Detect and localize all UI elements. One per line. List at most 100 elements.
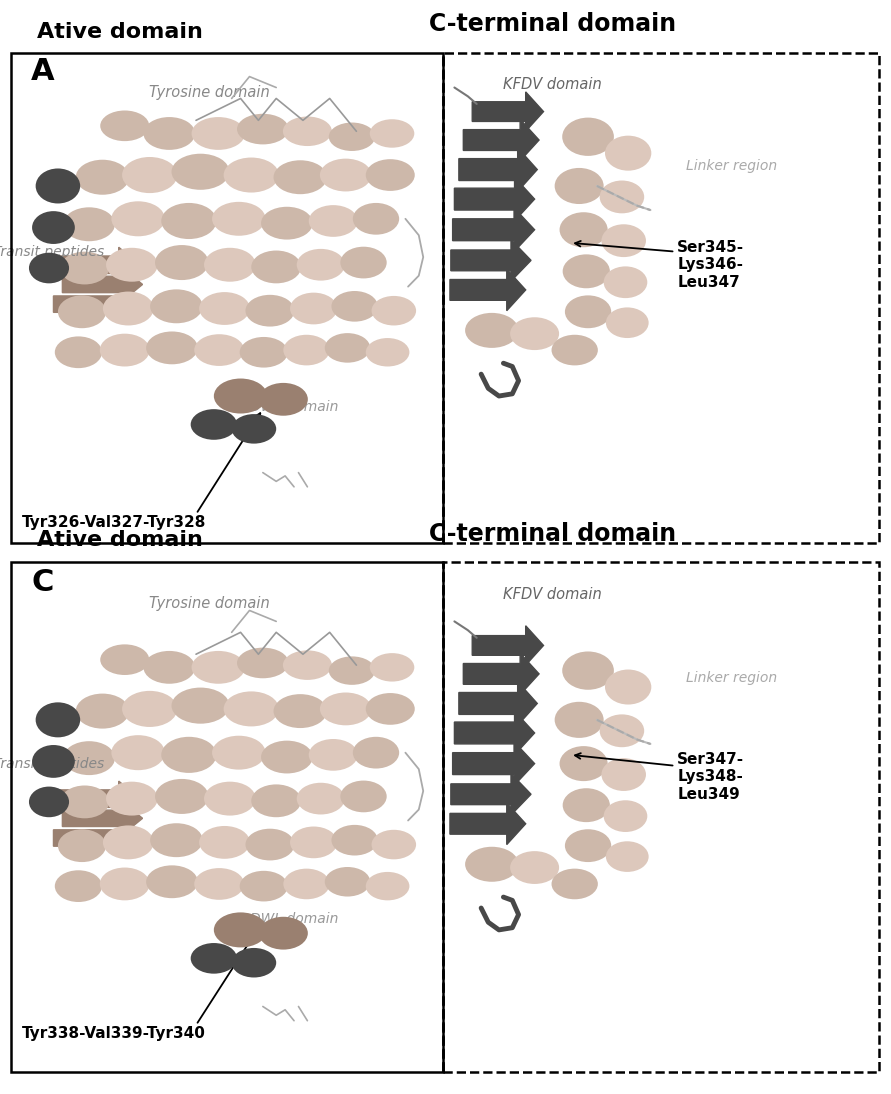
Ellipse shape <box>261 207 313 240</box>
Ellipse shape <box>111 735 165 770</box>
Ellipse shape <box>353 737 399 768</box>
Ellipse shape <box>366 338 410 366</box>
Ellipse shape <box>601 758 646 791</box>
FancyArrow shape <box>463 653 539 695</box>
Ellipse shape <box>259 917 308 950</box>
Ellipse shape <box>212 735 266 769</box>
Ellipse shape <box>331 825 378 856</box>
Text: Ative domain: Ative domain <box>37 531 203 550</box>
Ellipse shape <box>366 694 415 725</box>
Ellipse shape <box>101 110 150 141</box>
Ellipse shape <box>29 253 69 283</box>
FancyArrow shape <box>463 119 539 161</box>
Ellipse shape <box>554 702 604 738</box>
Ellipse shape <box>565 295 611 328</box>
Text: Ser347-
Lys348-
Leu349: Ser347- Lys348- Leu349 <box>677 752 744 802</box>
Ellipse shape <box>232 415 276 444</box>
Ellipse shape <box>155 779 208 814</box>
Ellipse shape <box>604 266 647 298</box>
Ellipse shape <box>562 118 614 155</box>
Text: Tyrosine domain: Tyrosine domain <box>149 596 270 612</box>
Ellipse shape <box>204 781 256 816</box>
Ellipse shape <box>143 651 195 684</box>
Ellipse shape <box>297 249 345 281</box>
Ellipse shape <box>240 337 288 368</box>
Ellipse shape <box>171 688 230 724</box>
Ellipse shape <box>29 787 69 817</box>
Ellipse shape <box>309 740 358 770</box>
Ellipse shape <box>560 746 608 781</box>
Ellipse shape <box>214 379 267 414</box>
Ellipse shape <box>191 409 237 440</box>
Ellipse shape <box>100 868 150 900</box>
Ellipse shape <box>161 202 217 240</box>
Ellipse shape <box>224 158 279 193</box>
Ellipse shape <box>372 296 416 326</box>
Ellipse shape <box>214 912 267 947</box>
Ellipse shape <box>200 826 249 859</box>
Ellipse shape <box>171 153 230 190</box>
Ellipse shape <box>246 829 294 860</box>
Ellipse shape <box>605 136 651 171</box>
Text: C: C <box>31 568 54 596</box>
Ellipse shape <box>605 670 651 705</box>
Text: Transit peptides: Transit peptides <box>0 757 104 770</box>
Ellipse shape <box>283 335 330 365</box>
Ellipse shape <box>61 785 109 818</box>
Ellipse shape <box>146 865 198 898</box>
FancyArrow shape <box>459 682 537 725</box>
Text: Ser345-
Lys346-
Leu347: Ser345- Lys346- Leu347 <box>677 240 744 290</box>
FancyArrow shape <box>55 781 140 816</box>
Text: DWL domain: DWL domain <box>249 912 339 926</box>
Ellipse shape <box>511 317 560 350</box>
Ellipse shape <box>325 866 371 896</box>
FancyArrow shape <box>454 711 535 755</box>
Ellipse shape <box>606 841 649 872</box>
Ellipse shape <box>366 872 410 900</box>
Bar <box>443 53 879 543</box>
FancyArrow shape <box>450 803 526 845</box>
Text: C-terminal domain: C-terminal domain <box>429 522 676 546</box>
Ellipse shape <box>309 205 358 237</box>
Ellipse shape <box>122 158 177 194</box>
Ellipse shape <box>606 307 649 338</box>
Ellipse shape <box>329 656 375 685</box>
Ellipse shape <box>370 653 414 682</box>
Ellipse shape <box>552 335 598 365</box>
Ellipse shape <box>331 291 378 322</box>
Ellipse shape <box>340 781 387 812</box>
Ellipse shape <box>191 943 237 974</box>
Ellipse shape <box>325 333 371 363</box>
Ellipse shape <box>372 830 416 860</box>
Ellipse shape <box>274 161 327 195</box>
FancyArrow shape <box>453 208 535 252</box>
Ellipse shape <box>340 246 387 279</box>
FancyArrow shape <box>450 269 526 311</box>
Text: Tyr338-Val339-Tyr340: Tyr338-Val339-Tyr340 <box>22 1026 206 1041</box>
Ellipse shape <box>103 292 154 326</box>
Ellipse shape <box>259 383 308 416</box>
Ellipse shape <box>161 737 217 772</box>
Ellipse shape <box>32 211 75 244</box>
Ellipse shape <box>63 208 115 242</box>
Ellipse shape <box>604 801 647 831</box>
Ellipse shape <box>76 694 129 729</box>
Ellipse shape <box>353 202 399 235</box>
Ellipse shape <box>204 248 256 282</box>
Text: Tyrosine domain: Tyrosine domain <box>149 85 270 101</box>
Ellipse shape <box>251 784 301 817</box>
Ellipse shape <box>283 650 331 679</box>
Bar <box>11 53 443 543</box>
Text: Linker region: Linker region <box>686 672 777 685</box>
Ellipse shape <box>150 290 203 324</box>
Ellipse shape <box>58 829 106 862</box>
Ellipse shape <box>55 870 102 901</box>
Ellipse shape <box>58 295 106 328</box>
FancyArrow shape <box>453 742 535 785</box>
Ellipse shape <box>146 331 198 364</box>
Ellipse shape <box>511 851 560 884</box>
Ellipse shape <box>76 160 129 195</box>
Ellipse shape <box>563 788 610 823</box>
Ellipse shape <box>194 869 244 899</box>
Ellipse shape <box>283 116 331 146</box>
